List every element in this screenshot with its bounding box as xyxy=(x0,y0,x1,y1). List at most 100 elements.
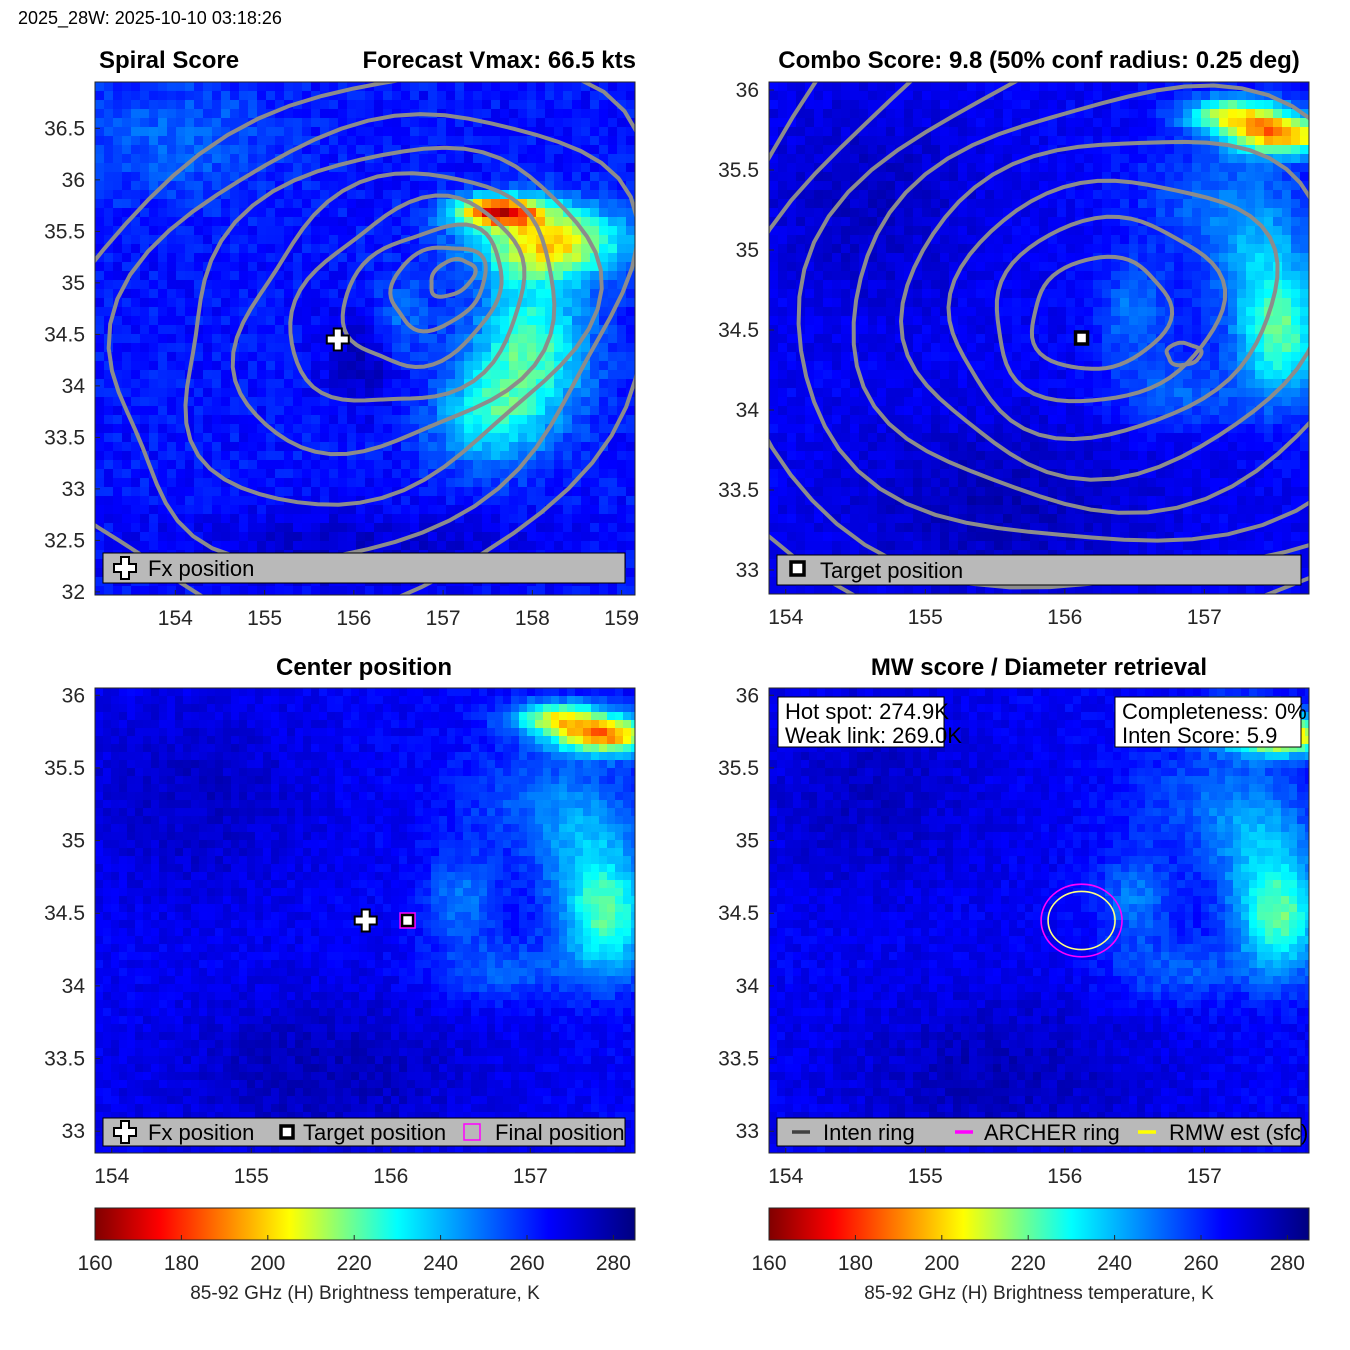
tb-cell xyxy=(239,136,249,146)
tb-cell xyxy=(482,361,492,371)
tb-cell xyxy=(473,487,483,497)
tb-cell xyxy=(1075,235,1085,245)
tb-cell xyxy=(122,289,132,299)
tb-cell xyxy=(158,451,168,461)
tb-cell xyxy=(113,433,123,443)
tb-cell xyxy=(104,199,114,209)
tb-cell xyxy=(437,199,447,209)
tb-cell xyxy=(1246,280,1256,290)
tb-cell xyxy=(131,379,141,389)
tb-cell xyxy=(805,280,815,290)
tb-cell xyxy=(1255,262,1265,272)
tb-cell xyxy=(374,199,384,209)
tb-cell xyxy=(392,469,402,479)
tb-cell xyxy=(185,388,195,398)
tb-cell xyxy=(329,289,339,299)
tb-cell xyxy=(1066,172,1076,182)
tb-cell xyxy=(473,397,483,407)
tb-cell xyxy=(931,127,941,137)
tb-cell xyxy=(1012,217,1022,227)
y-tick-label: 32 xyxy=(62,581,85,604)
tb-cell xyxy=(1156,271,1166,281)
tb-cell xyxy=(985,145,995,155)
combo-plot-area xyxy=(769,82,1309,594)
tb-cell xyxy=(428,262,438,272)
tb-cell xyxy=(257,424,267,434)
tb-cell xyxy=(185,469,195,479)
tb-cell xyxy=(194,532,204,542)
tb-cell xyxy=(778,91,788,101)
tb-cell xyxy=(482,487,492,497)
tb-cell xyxy=(581,307,591,317)
tb-cell xyxy=(1102,226,1112,236)
tb-cell xyxy=(886,253,896,263)
tb-cell xyxy=(266,433,276,443)
tb-cell xyxy=(401,505,411,515)
tb-cell xyxy=(787,235,797,245)
tb-cell xyxy=(509,181,519,191)
tb-cell xyxy=(536,244,546,254)
tb-cell xyxy=(212,343,222,353)
tb-cell xyxy=(239,190,249,200)
tb-cell xyxy=(500,172,510,182)
tb-cell xyxy=(590,433,600,443)
tb-cell xyxy=(599,208,609,218)
tb-cell xyxy=(464,415,474,425)
tb-cell xyxy=(590,280,600,290)
tb-cell xyxy=(293,514,303,524)
tb-cell xyxy=(1219,226,1229,236)
tb-cell xyxy=(922,172,932,182)
tb-cell xyxy=(1282,235,1292,245)
tb-cell xyxy=(787,262,797,272)
tb-cell xyxy=(383,271,393,281)
tb-cell xyxy=(131,406,141,416)
tb-cell xyxy=(1237,181,1247,191)
tb-cell xyxy=(1264,118,1274,128)
tb-cell xyxy=(554,163,564,173)
tb-cell xyxy=(167,217,177,227)
tb-cell xyxy=(967,253,977,263)
tb-cell xyxy=(563,190,573,200)
tb-cell xyxy=(491,496,501,506)
tb-cell xyxy=(599,388,609,398)
tb-cell xyxy=(203,415,213,425)
tb-cell xyxy=(608,334,618,344)
tb-cell xyxy=(626,370,635,380)
tb-cell xyxy=(572,406,582,416)
tb-cell xyxy=(1255,91,1265,101)
tb-cell xyxy=(518,298,528,308)
tb-cell xyxy=(1075,289,1085,299)
tb-cell xyxy=(976,163,986,173)
tb-cell xyxy=(841,226,851,236)
tb-cell xyxy=(1219,217,1229,227)
tb-cell xyxy=(257,91,267,101)
tb-cell xyxy=(446,262,456,272)
tb-cell xyxy=(527,154,537,164)
tb-cell xyxy=(104,262,114,272)
tb-cell xyxy=(967,298,977,308)
tb-cell xyxy=(1021,136,1031,146)
tb-cell xyxy=(212,91,222,101)
tb-cell xyxy=(158,244,168,254)
tb-cell xyxy=(329,379,339,389)
tb-cell xyxy=(131,271,141,281)
tb-cell xyxy=(1219,262,1229,272)
tb-cell xyxy=(437,181,447,191)
tb-cell xyxy=(446,451,456,461)
tb-cell xyxy=(1273,118,1283,128)
tb-cell xyxy=(257,442,267,452)
tb-cell xyxy=(796,163,806,173)
tb-cell xyxy=(212,541,222,551)
tb-cell xyxy=(599,100,609,110)
tb-cell xyxy=(931,262,941,272)
tb-cell xyxy=(455,91,465,101)
tb-cell xyxy=(257,370,267,380)
tb-cell xyxy=(608,154,618,164)
tb-cell xyxy=(1075,208,1085,218)
tb-cell xyxy=(446,532,456,542)
tb-cell xyxy=(293,334,303,344)
tb-cell xyxy=(581,91,591,101)
tb-cell xyxy=(365,109,375,119)
tb-cell xyxy=(913,235,923,245)
tb-cell xyxy=(95,325,105,335)
